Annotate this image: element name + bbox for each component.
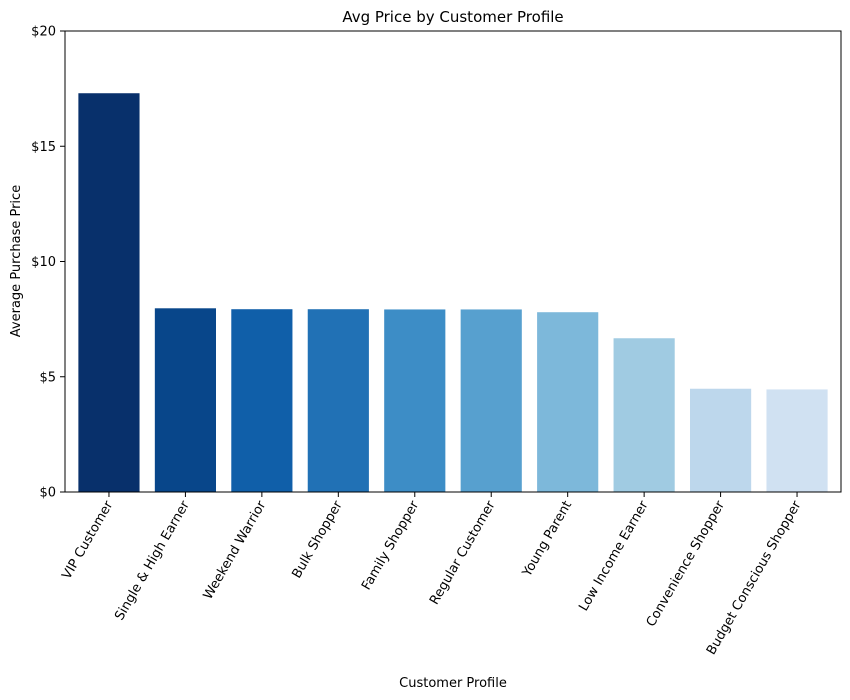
bar — [384, 309, 446, 492]
x-tick-label: Budget Conscious Shopper — [704, 498, 805, 658]
y-axis-label: Average Purchase Price — [9, 185, 24, 337]
y-tick-label: $20 — [31, 25, 56, 40]
plot-frame — [64, 30, 842, 493]
bar — [766, 389, 828, 492]
x-tick-label: Bulk Shopper — [289, 498, 346, 581]
x-tick-label: Family Shopper — [359, 498, 422, 593]
x-tick-label: Regular Customer — [427, 498, 499, 608]
bar — [613, 338, 675, 492]
x-tick-label: Young Parent — [519, 499, 575, 581]
y-tick-label: $5 — [39, 370, 56, 385]
y-tick-label: $15 — [31, 140, 56, 155]
bars-group — [78, 93, 828, 493]
y-tick-label: $10 — [31, 255, 56, 270]
x-tick-label: Convenience Shopper — [644, 498, 729, 630]
bar — [690, 388, 752, 492]
x-tick-label: Low Income Earner — [576, 498, 652, 614]
chart-title: Avg Price by Customer Profile — [342, 8, 563, 26]
bar — [78, 93, 140, 493]
bar — [154, 308, 216, 492]
bar — [460, 309, 522, 492]
bar — [231, 309, 293, 492]
y-tick-label: $0 — [39, 486, 56, 501]
bar — [307, 309, 369, 492]
x-tick-label: VIP Customer — [60, 498, 117, 582]
x-axis-label: Customer Profile — [399, 676, 507, 691]
x-tick-label: Single & High Earner — [112, 498, 193, 623]
y-axis-ticks: $0 $5 $10 $15 $20 — [31, 25, 65, 501]
bar — [537, 312, 599, 492]
x-tick-label: Weekend Warrior — [201, 498, 270, 602]
